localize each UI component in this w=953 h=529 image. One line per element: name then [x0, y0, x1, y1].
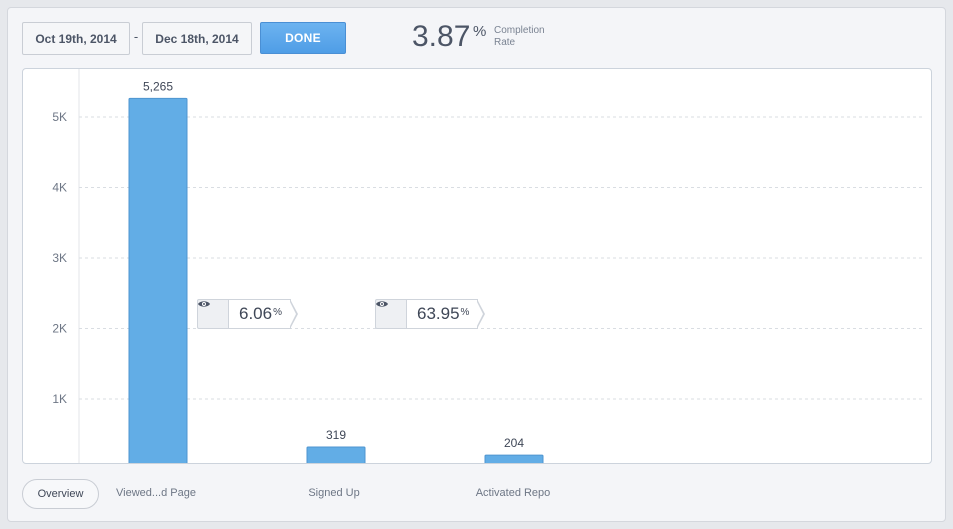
step-label-viewed-page: Viewed...d Page [116, 487, 196, 499]
completion-rate-label-line2: Rate [494, 37, 516, 48]
step-label-activated-repo: Activated Repo [475, 487, 551, 499]
completion-rate-label-line1: Completion [494, 25, 545, 36]
conversion-value-2: 63.95% [406, 299, 479, 329]
completion-rate-label: Completion Rate [494, 25, 564, 49]
bar [484, 454, 544, 463]
bar [306, 446, 366, 463]
step-label-signed-up: Signed Up [308, 487, 360, 499]
bar-value-label: 204 [504, 436, 524, 450]
y-tick-label: 4K [52, 181, 67, 195]
y-tick-label: 1K [52, 392, 67, 406]
funnel-panel: Oct 19th, 2014 - Dec 18th, 2014 DONE 3.8… [7, 7, 946, 522]
conversion-badge-1[interactable]: 6.06% [197, 299, 298, 329]
done-button[interactable]: DONE [260, 22, 346, 54]
start-date-input[interactable]: Oct 19th, 2014 [22, 22, 130, 55]
y-tick-label: 2K [52, 322, 67, 336]
completion-rate-unit: % [473, 23, 487, 40]
overview-button[interactable]: Overview [22, 479, 99, 509]
conversion-number-2: 63.95 [417, 304, 460, 323]
conversion-arrow-1 [289, 299, 298, 329]
bar [128, 97, 188, 463]
bar-value-label: 5,265 [143, 79, 173, 93]
eye-icon[interactable] [197, 299, 228, 329]
y-tick-label: 3K [52, 251, 67, 265]
funnel-chart: 1K 2K 3K 4K 5K 5,265 319 204 6.06% [22, 68, 932, 464]
conversion-unit-2: % [460, 306, 470, 318]
y-tick-label: 5K [52, 110, 67, 124]
end-date-input[interactable]: Dec 18th, 2014 [142, 22, 252, 55]
date-separator: - [133, 29, 139, 44]
conversion-number-1: 6.06 [239, 304, 273, 323]
funnel-chart-svg: 1K 2K 3K 4K 5K 5,265 319 204 [52, 69, 923, 463]
eye-icon[interactable] [375, 299, 406, 329]
bar-value-label: 319 [326, 428, 346, 442]
conversion-badge-2[interactable]: 63.95% [375, 299, 486, 329]
conversion-unit-1: % [273, 306, 282, 318]
conversion-arrow-2 [476, 299, 486, 329]
conversion-value-1: 6.06% [228, 299, 291, 329]
completion-rate-value: 3.87 [412, 20, 471, 53]
